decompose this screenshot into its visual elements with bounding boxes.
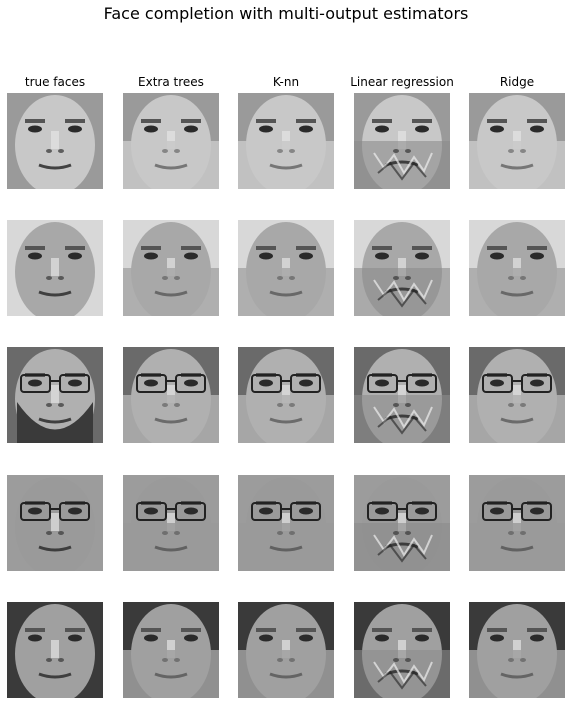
face-image-ridge-row-1: [469, 93, 565, 189]
face-image-true-faces-row-2: [7, 220, 103, 316]
face-image-ridge-row-4: [469, 475, 565, 571]
face-image-ridge-row-2: [469, 220, 565, 316]
face-image-ridge-row-5: [469, 602, 565, 698]
face-image-knn-row-5: [238, 602, 334, 698]
face-image-knn-row-4: [238, 475, 334, 571]
face-image-knn-row-2: [238, 220, 334, 316]
face-image-linear-regression-row-5: [354, 602, 450, 698]
face-image-true-faces-row-5: [7, 602, 103, 698]
face-image-true-faces-row-4: [7, 475, 103, 571]
face-image-extra-trees-row-5: [123, 602, 219, 698]
face-image-ridge-row-3: [469, 347, 565, 443]
face-image-extra-trees-row-1: [123, 93, 219, 189]
face-image-true-faces-row-1: [7, 93, 103, 189]
face-image-extra-trees-row-2: [123, 220, 219, 316]
column-title-linear-regression: Linear regression: [350, 75, 454, 89]
face-image-true-faces-row-3: [7, 347, 103, 443]
column-title-ridge: Ridge: [499, 75, 535, 89]
figure-title: Face completion with multi-output estima…: [103, 4, 469, 23]
column-title-extra-trees: Extra trees: [138, 75, 204, 89]
face-image-knn-row-1: [238, 93, 334, 189]
face-image-extra-trees-row-3: [123, 347, 219, 443]
column-title-true-faces: true faces: [24, 75, 86, 89]
column-title-knn: K-nn: [272, 75, 300, 89]
face-image-linear-regression-row-3: [354, 347, 450, 443]
face-image-knn-row-3: [238, 347, 334, 443]
face-image-linear-regression-row-4: [354, 475, 450, 571]
face-image-linear-regression-row-2: [354, 220, 450, 316]
face-image-linear-regression-row-1: [354, 93, 450, 189]
face-image-extra-trees-row-4: [123, 475, 219, 571]
